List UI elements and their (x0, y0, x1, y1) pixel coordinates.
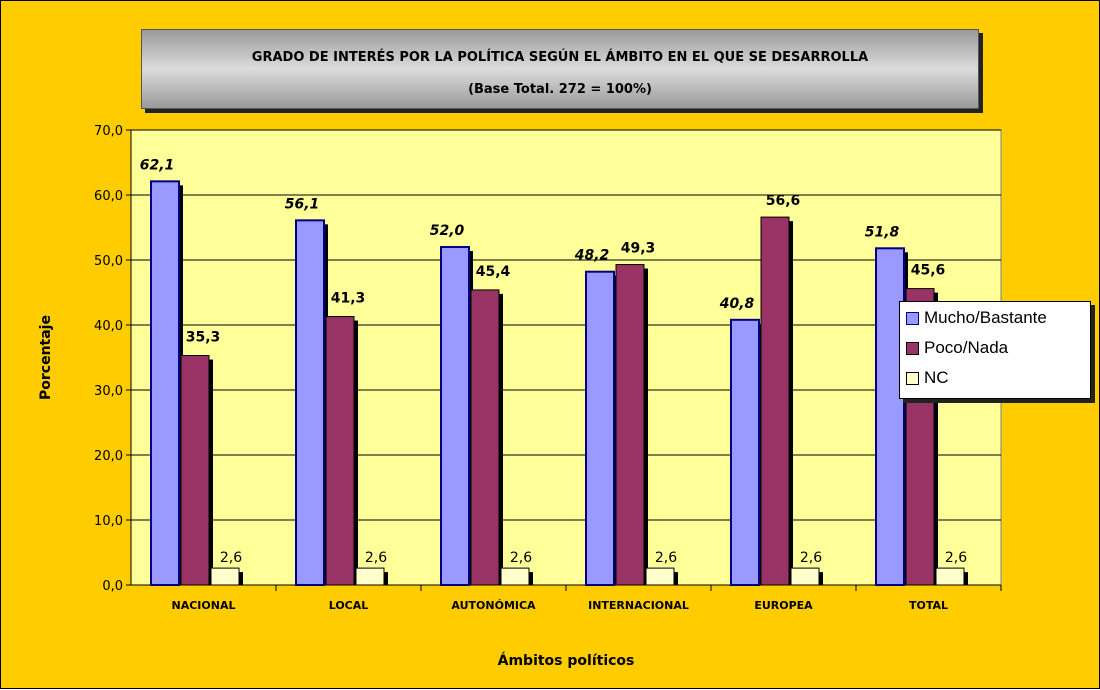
bar (760, 216, 790, 586)
data-label: 2,6 (945, 550, 967, 566)
category-label: LOCAL (329, 599, 369, 612)
legend-swatch (906, 311, 919, 325)
data-label: 2,6 (800, 550, 822, 566)
bar (645, 567, 675, 586)
y-tick-label: 70,0 (94, 124, 123, 139)
data-label: 62,1 (140, 157, 175, 173)
bar (730, 318, 760, 586)
legend-swatch (906, 371, 919, 385)
bar (440, 246, 470, 586)
data-label: 2,6 (655, 550, 677, 566)
legend: Mucho/Bastante Poco/Nada NC (899, 301, 1091, 399)
legend-item-mucho: Mucho/Bastante (906, 306, 1047, 330)
y-tick-label: 60,0 (94, 189, 123, 204)
category-label: EUROPEA (754, 599, 813, 612)
bar (500, 567, 530, 586)
bar (875, 247, 905, 587)
y-axis-title: Porcentaje (38, 315, 54, 400)
bar (295, 219, 325, 586)
legend-label: NC (924, 368, 949, 387)
category-label: AUTONÓMICA (451, 599, 536, 612)
y-tick-label: 0,0 (102, 579, 123, 594)
data-label: 56,1 (285, 196, 320, 212)
data-label: 48,2 (574, 248, 610, 264)
data-label: 49,3 (621, 241, 656, 257)
data-label: 2,6 (365, 550, 387, 566)
y-tick-label: 10,0 (94, 514, 123, 529)
data-label: 35,3 (186, 330, 221, 346)
y-tick-label: 20,0 (94, 449, 123, 464)
bar (585, 270, 615, 586)
bar (470, 289, 500, 586)
data-label: 41,3 (331, 291, 366, 307)
bar (150, 180, 180, 586)
data-label: 45,4 (476, 264, 511, 280)
legend-label: Mucho/Bastante (924, 308, 1047, 327)
category-label: NACIONAL (172, 599, 236, 612)
bar (325, 316, 355, 586)
data-label: 2,6 (220, 550, 242, 566)
chart-title-box: GRADO DE INTERÉS POR LA POLÍTICA SEGÚN E… (141, 29, 979, 109)
data-label: 45,6 (911, 263, 946, 279)
bar (355, 567, 385, 586)
y-tick-label: 50,0 (94, 254, 123, 269)
legend-item-nc: NC (906, 366, 949, 390)
data-label: 56,6 (766, 193, 801, 209)
chart-subtitle: (Base Total. 272 = 100%) (468, 82, 652, 97)
data-label: 40,8 (719, 296, 755, 312)
bar (180, 355, 210, 586)
bar (935, 567, 965, 586)
data-label: 51,8 (865, 224, 900, 240)
bar (210, 567, 240, 586)
bar (615, 264, 645, 586)
x-axis-title: Ámbitos políticos (498, 652, 635, 669)
data-label: 2,6 (510, 550, 532, 566)
y-tick-label: 30,0 (94, 384, 123, 399)
legend-swatch (906, 341, 919, 355)
plot-area (130, 129, 1002, 586)
legend-item-poco: Poco/Nada (906, 336, 1008, 360)
category-label: TOTAL (909, 599, 948, 612)
y-tick-label: 40,0 (94, 319, 123, 334)
data-label: 52,0 (430, 223, 465, 239)
category-label: INTERNACIONAL (588, 599, 689, 612)
legend-label: Poco/Nada (924, 338, 1009, 357)
bar (790, 567, 820, 586)
chart-title: GRADO DE INTERÉS POR LA POLÍTICA SEGÚN E… (251, 50, 869, 65)
